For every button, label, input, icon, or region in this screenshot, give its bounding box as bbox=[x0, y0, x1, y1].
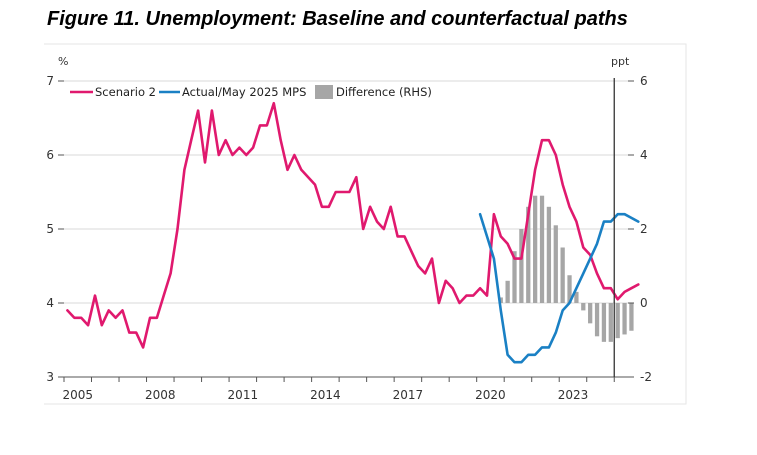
left-tick-label: 3 bbox=[46, 370, 54, 384]
right-tick-label: 2 bbox=[640, 222, 648, 236]
right-tick-label: 6 bbox=[640, 74, 648, 88]
difference-bar bbox=[533, 195, 538, 303]
difference-bar bbox=[539, 195, 545, 303]
difference-bar bbox=[512, 251, 517, 303]
right-tick-label: 0 bbox=[640, 296, 648, 310]
x-tick-label: 2005 bbox=[62, 388, 93, 402]
left-tick-label: 4 bbox=[46, 296, 54, 310]
left-axis-unit: % bbox=[58, 55, 68, 68]
x-tick-label: 2017 bbox=[393, 388, 424, 402]
difference-bar bbox=[574, 291, 579, 303]
difference-bar bbox=[629, 303, 634, 331]
right-tick-label: 4 bbox=[640, 148, 648, 162]
difference-bar bbox=[505, 280, 510, 303]
difference-bar bbox=[553, 225, 558, 303]
left-tick-label: 7 bbox=[46, 74, 54, 88]
x-tick-label: 2014 bbox=[310, 388, 341, 402]
legend-label-scenario-2: Scenario 2 bbox=[95, 85, 156, 99]
x-tick-label: 2023 bbox=[558, 388, 589, 402]
difference-bar bbox=[615, 303, 620, 339]
difference-bar bbox=[601, 303, 607, 342]
x-tick-label: 2020 bbox=[475, 388, 506, 402]
left-tick-label: 5 bbox=[46, 222, 54, 236]
figure-title: Figure 11. Unemployment: Baseline and co… bbox=[47, 8, 628, 30]
difference-bar bbox=[581, 303, 586, 311]
difference-bar bbox=[546, 206, 552, 303]
actual-may-2025-mps-line bbox=[478, 212, 640, 364]
difference-bar bbox=[526, 206, 531, 303]
right-tick-label: -2 bbox=[640, 370, 652, 384]
difference-bar bbox=[594, 303, 600, 337]
difference-bar bbox=[560, 247, 565, 303]
legend-label-difference: Difference (RHS) bbox=[336, 85, 432, 99]
right-axis-unit: ppt bbox=[611, 55, 630, 68]
left-tick-label: 6 bbox=[46, 148, 54, 162]
x-tick-label: 2008 bbox=[145, 388, 176, 402]
x-tick-label: 2011 bbox=[228, 388, 259, 402]
difference-bar bbox=[567, 275, 572, 303]
scenario-2-line bbox=[66, 101, 640, 349]
difference-bar bbox=[608, 303, 613, 342]
chart-frame bbox=[44, 43, 687, 405]
difference-bar bbox=[622, 303, 627, 335]
difference-bar bbox=[588, 303, 593, 324]
difference-bar bbox=[519, 229, 524, 303]
legend-label-actual: Actual/May 2025 MPS bbox=[182, 85, 306, 99]
legend-swatch-difference bbox=[315, 85, 333, 99]
